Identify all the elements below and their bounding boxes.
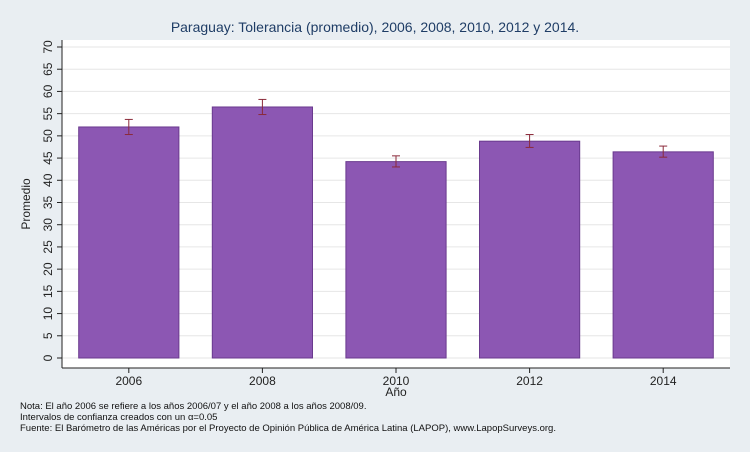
note-line-3: Fuente: El Barómetro de las Américas por… (20, 423, 556, 434)
y-axis-title: Promedio (19, 178, 33, 230)
y-tick-label-25: 25 (41, 240, 55, 254)
bars (78, 106, 714, 359)
bar-2006 (78, 126, 180, 359)
x-tick-label-2010: 2010 (383, 374, 410, 388)
y-tick-label-50: 50 (41, 129, 55, 143)
y-tick-label-65: 65 (41, 62, 55, 76)
note-line-2: Intervalos de confianza creados con un α… (20, 412, 218, 423)
x-tick-label-2008: 2008 (249, 374, 276, 388)
y-tick-label-40: 40 (41, 173, 55, 187)
y-tick-label-55: 55 (41, 107, 55, 121)
x-tick-label-2006: 2006 (115, 374, 142, 388)
error-bar-2006 (124, 118, 133, 136)
chart-notes: Nota: El año 2006 se refiere a los años … (20, 401, 556, 434)
x-axis-title: Año (385, 385, 407, 399)
x-tick-label-2012: 2012 (516, 374, 543, 388)
error-bar-2014 (659, 145, 668, 158)
y-tick-label-45: 45 (41, 151, 55, 165)
error-bar-2008 (258, 98, 267, 116)
y-tick-label-20: 20 (41, 262, 55, 276)
note-line-1: Nota: El año 2006 se refiere a los años … (20, 401, 367, 412)
error-bars (124, 98, 668, 168)
y-axis-ticks: 0 5 10 15 20 25 30 35 40 45 50 55 60 65 70 (41, 40, 62, 361)
y-tick-label-10: 10 (41, 307, 55, 321)
y-tick-label-0: 0 (41, 354, 55, 361)
x-tick-label-2014: 2014 (650, 374, 677, 388)
y-tick-label-5: 5 (41, 332, 55, 339)
chart-title: Paraguay: Tolerancia (promedio), 2006, 2… (171, 19, 579, 35)
bar-2012 (479, 140, 581, 359)
y-tick-label-60: 60 (41, 84, 55, 98)
y-tick-label-35: 35 (41, 196, 55, 210)
error-bar-2010 (392, 155, 400, 168)
bar-2010 (345, 161, 447, 359)
error-bar-2012 (525, 134, 534, 148)
bar-2014 (612, 151, 714, 359)
y-tick-label-30: 30 (41, 218, 55, 232)
bar-2008 (211, 106, 313, 359)
y-tick-label-15: 15 (41, 284, 55, 298)
y-tick-label-70: 70 (41, 40, 55, 54)
x-axis-ticks: 2006 2008 2010 2012 2014 (115, 368, 677, 388)
